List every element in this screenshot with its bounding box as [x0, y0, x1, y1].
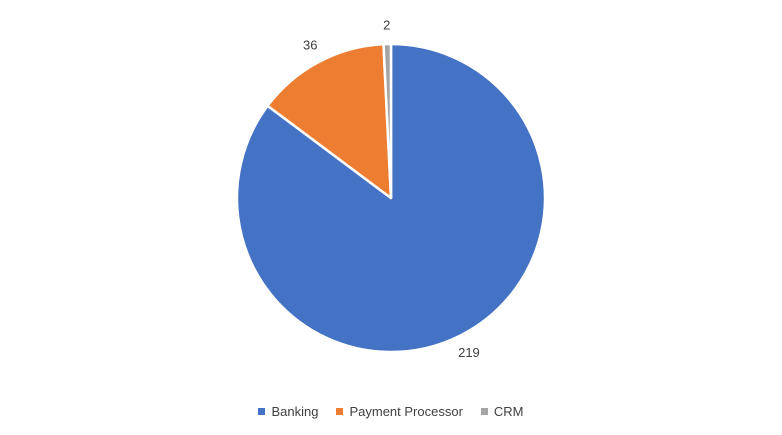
legend-swatch [258, 407, 266, 415]
pie-slice-crm [382, 42, 393, 200]
legend-label: Banking [271, 403, 319, 419]
legend-item-crm: CRM [480, 403, 524, 419]
legend-item-banking: Banking [258, 404, 318, 419]
legend: Banking Payment Processor CRM [0, 400, 782, 422]
pie-slice-payment-processor [266, 42, 393, 200]
legend-item-payment-processor: Payment Processor [336, 403, 463, 419]
data-label-crm: 2 [383, 17, 390, 32]
legend-swatch [336, 407, 344, 415]
pie-data-labels: 219 36 2 [303, 17, 480, 360]
legend-swatch [480, 407, 488, 415]
data-label-banking: 219 [458, 345, 480, 360]
data-label-payment-processor: 36 [303, 38, 317, 53]
legend-label: Payment Processor [349, 403, 463, 419]
pie-slices [235, 42, 547, 354]
legend-label: CRM [493, 403, 524, 419]
